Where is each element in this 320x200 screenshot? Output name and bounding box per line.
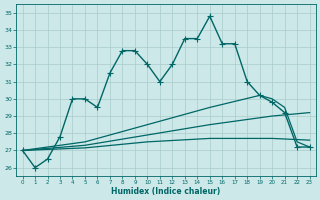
X-axis label: Humidex (Indice chaleur): Humidex (Indice chaleur)	[111, 187, 221, 196]
